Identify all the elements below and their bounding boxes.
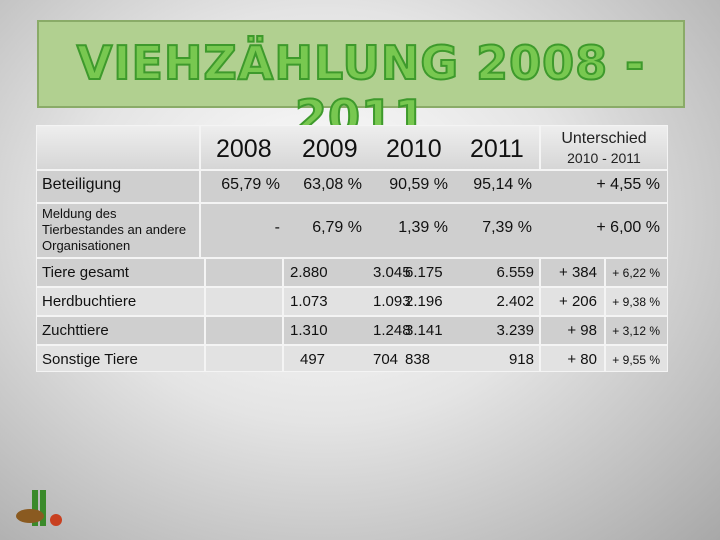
header-cell [540,125,668,170]
row-value: 2.880 [290,264,328,281]
logo-bar [40,490,46,526]
row-value: 918 [508,351,534,368]
row-cell [540,316,605,345]
row-value: - [274,219,280,236]
year-header: 2011 [470,135,524,163]
row-label: Zuchttiere [42,322,109,339]
row-value: 497 [300,351,326,368]
row-value: 63,08 % [303,176,362,193]
row-value: + 6,22 % [612,266,660,280]
difference-header: Unterschied [561,130,647,147]
title: VIEHZÄHLUNG 2008 - 2011 [76,35,646,145]
logo [16,490,62,526]
row-value: 1.073 [290,293,328,310]
row-value: 838 [405,351,431,368]
row-cell [36,316,205,345]
row-cell [283,258,540,287]
row-cell [36,345,205,372]
row-cell [36,170,200,203]
row-value: 90,59 % [389,176,448,193]
row-value: + 4,55 % [596,176,660,193]
row-label: Herdbuchtiere [42,293,137,310]
row-cell [205,287,283,316]
row-cell [605,345,668,372]
row-label: Meldung des Tierbestandes an andere Orga… [42,206,187,253]
row-cell [605,287,668,316]
row-cell [283,287,540,316]
row-value: + 206 [559,293,597,310]
row-value: + 3,12 % [612,324,660,338]
row-value: 1.248 [373,322,411,339]
year-header: 2010 [386,135,442,163]
row-value: + 384 [559,264,597,281]
row-cell [36,287,205,316]
row-value: 3.239 [496,322,534,339]
table: 2008 2009 2010 2011 Unterschied 2010 - 2011 Be… [36,125,668,372]
row-value: 6.559 [496,264,534,281]
row-value: 95,14 % [473,176,532,193]
row-value: + 80 [567,351,597,368]
header-cell [200,125,540,170]
row-cell [283,316,540,345]
row-value: 704 [373,351,399,368]
row-value: 7,39 % [482,219,532,236]
row-cell [205,316,283,345]
row-cell [205,345,283,372]
logo-hen [50,514,62,526]
row-label: Sonstige Tiere [42,351,138,368]
logo-cow [16,509,44,523]
row-value: 6.175 [405,264,443,281]
row-cell [540,345,605,372]
row-value: 1.093 [373,293,411,310]
row-value: 2.402 [496,293,534,310]
year-header: 2008 [216,135,272,163]
row-cell [605,258,668,287]
row-value: 3.045 [373,264,411,281]
row-cell [205,258,283,287]
row-value: 2.196 [405,293,443,310]
row-cell [283,345,540,372]
row-value: + 9,55 % [612,353,660,367]
row-cell [540,258,605,287]
difference-header: 2010 - 2011 [567,150,641,166]
row-value: 65,79 % [221,176,280,193]
row-cell [200,203,668,258]
row-cell [36,258,205,287]
row-label: Beteiligung [42,176,122,193]
row-cell [540,287,605,316]
row-value: 1.310 [290,322,328,339]
row-cell [605,316,668,345]
row-value: + 98 [567,322,597,339]
title-box: VIEHZÄHLUNG 2008 - 2011 [37,20,685,145]
row-value: + 6,00 % [596,219,660,236]
header-cell [36,125,200,170]
row-value: 1,39 % [398,219,448,236]
row-value: 6,79 % [312,219,362,236]
row-value: 3.141 [405,322,443,339]
row-cell [200,170,668,203]
row-value: + 9,38 % [612,295,660,309]
logo-bar [32,490,38,526]
year-header: 2009 [302,135,358,163]
row-cell [36,203,200,258]
row-label: Tiere gesamt [42,264,129,281]
